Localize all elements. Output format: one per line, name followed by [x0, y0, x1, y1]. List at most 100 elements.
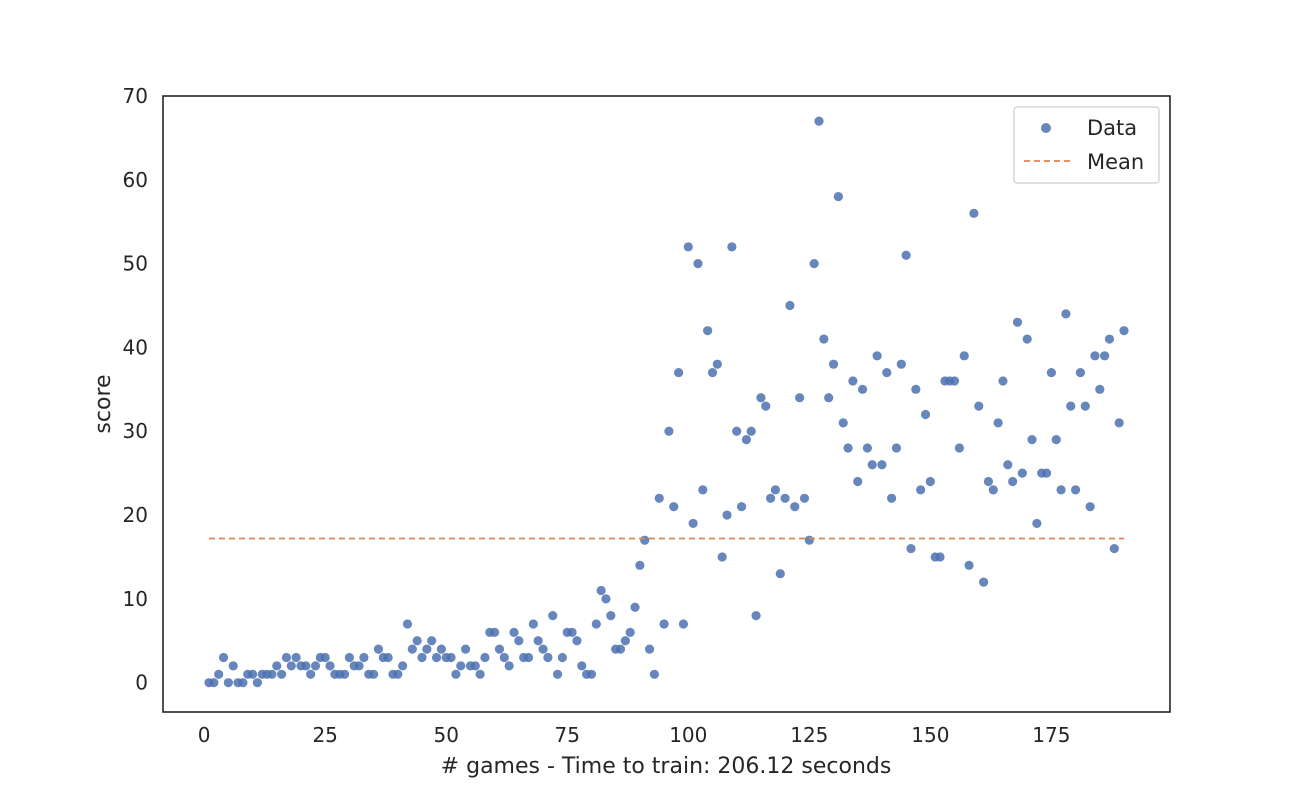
data-point — [853, 476, 863, 487]
data-point — [1027, 435, 1037, 445]
data-point — [509, 627, 519, 637]
data-point — [862, 443, 873, 453]
data-point — [911, 384, 921, 394]
data-point — [659, 619, 669, 629]
y-tick-label: 40 — [123, 335, 148, 359]
data-point — [838, 418, 848, 428]
data-point — [552, 669, 563, 679]
data-point — [920, 409, 931, 420]
data-point — [819, 334, 829, 344]
data-point — [698, 485, 708, 495]
x-tick-label: 100 — [669, 723, 707, 747]
data-point — [809, 259, 819, 269]
data-point — [649, 669, 660, 679]
y-ticks: 0 10 20 30 40 50 60 70 — [123, 84, 148, 695]
data-point — [393, 669, 403, 679]
y-tick-label: 20 — [123, 503, 148, 527]
x-ticks: 0 25 50 75 100 125 150 175 — [198, 723, 1071, 747]
data-point — [1114, 418, 1124, 428]
x-axis-label: # games - Time to train: 206.12 seconds — [441, 754, 892, 779]
data-point — [538, 644, 548, 654]
data-point — [407, 644, 417, 654]
data-point — [1109, 543, 1119, 554]
data-point — [925, 476, 935, 487]
data-point — [693, 259, 703, 269]
data-point — [877, 460, 887, 470]
data-point — [833, 191, 843, 202]
y-tick-label: 50 — [123, 252, 148, 276]
data-point — [1041, 468, 1052, 478]
data-point — [373, 644, 384, 654]
data-point — [901, 250, 911, 260]
data-point — [722, 510, 732, 520]
data-point — [320, 652, 330, 663]
data-point — [790, 502, 800, 512]
data-point — [1056, 485, 1066, 495]
data-point — [751, 611, 761, 621]
data-point — [780, 493, 790, 503]
data-point — [828, 359, 839, 369]
data-point — [417, 652, 427, 663]
data-point — [959, 351, 969, 361]
data-point — [1017, 468, 1027, 478]
data-point — [969, 208, 979, 218]
data-point — [983, 476, 994, 487]
data-point — [557, 652, 568, 663]
data-point — [848, 376, 858, 386]
data-point — [310, 661, 321, 671]
data-point — [1095, 384, 1105, 394]
data-point — [606, 611, 616, 621]
data-point — [761, 401, 771, 411]
data-point — [1066, 401, 1076, 411]
data-point — [1080, 401, 1090, 411]
data-point — [974, 401, 984, 411]
data-point — [446, 652, 456, 663]
data-point — [664, 426, 674, 436]
data-point — [281, 652, 292, 663]
data-point — [916, 485, 926, 495]
x-tick-label: 50 — [433, 723, 458, 747]
data-point — [712, 359, 722, 369]
data-point — [504, 661, 514, 671]
y-tick-label: 30 — [123, 419, 148, 443]
data-point — [1070, 485, 1081, 495]
data-point — [727, 242, 737, 252]
data-point — [286, 661, 296, 671]
data-point — [906, 543, 916, 554]
data-point — [964, 560, 974, 570]
data-point — [398, 661, 408, 671]
data-points — [204, 116, 1129, 688]
data-point — [615, 644, 626, 654]
data-point — [369, 669, 379, 679]
data-point — [988, 485, 998, 495]
data-point — [804, 535, 814, 545]
data-point — [824, 393, 834, 403]
y-axis-label: score — [91, 374, 116, 433]
legend-mean-label: Mean — [1087, 150, 1144, 174]
data-point — [746, 426, 756, 436]
data-point — [765, 493, 776, 503]
y-tick-label: 60 — [123, 168, 148, 192]
plot-area — [162, 95, 1171, 713]
data-point — [548, 611, 558, 621]
data-point — [775, 569, 785, 579]
data-point — [1075, 367, 1086, 378]
data-point — [998, 376, 1008, 386]
data-point — [814, 116, 824, 126]
data-point — [717, 552, 727, 562]
data-point — [688, 518, 698, 529]
data-point — [1051, 435, 1061, 445]
data-point — [756, 393, 766, 403]
data-point — [857, 384, 868, 394]
data-point — [494, 644, 505, 654]
data-point — [683, 242, 693, 252]
data-point — [1022, 334, 1032, 344]
data-point — [412, 636, 422, 646]
data-point — [993, 418, 1003, 428]
y-tick-label: 0 — [135, 671, 148, 695]
data-point — [674, 367, 684, 378]
data-point — [528, 619, 538, 629]
data-point — [533, 636, 543, 646]
data-point — [277, 669, 287, 679]
data-point — [460, 644, 471, 654]
